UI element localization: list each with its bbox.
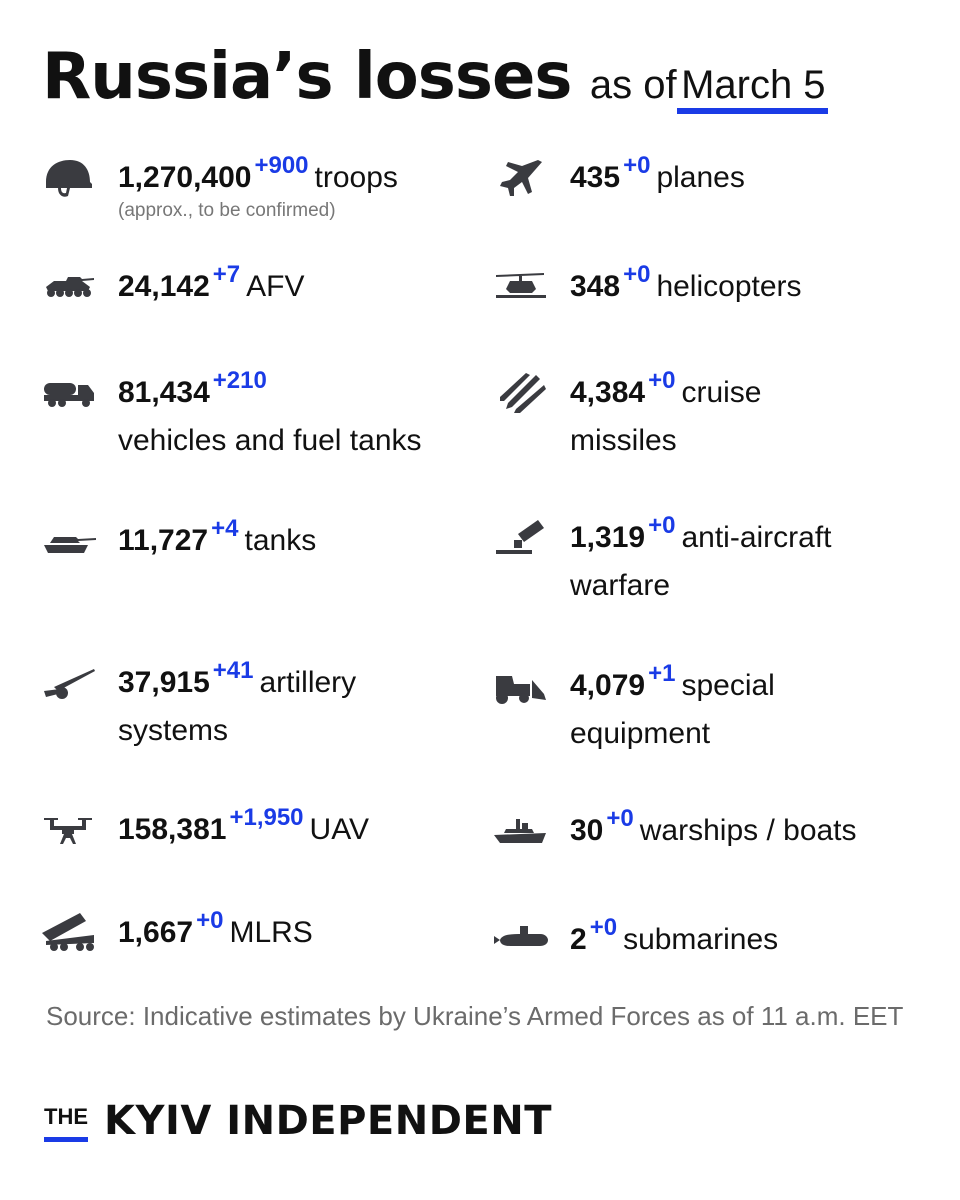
anti-aircraft-icon	[492, 516, 548, 560]
loss-item: 158,381 +1,950 UAV	[118, 804, 369, 855]
loss-label: UAV	[309, 813, 369, 846]
loss-label: helicopters	[656, 270, 802, 303]
loss-label: tanks	[244, 524, 317, 557]
loss-value: 1,667	[118, 916, 194, 949]
loss-item: 4,384 +0 cruise missiles	[570, 367, 762, 464]
loss-label-line2: equipment	[570, 717, 711, 750]
loss-item: 81,434 +210 vehicles and fuel tanks	[118, 367, 422, 464]
loss-label: troops	[314, 161, 398, 194]
loss-delta: +7	[212, 261, 241, 288]
loss-value: 24,142	[118, 270, 210, 303]
afv-icon	[40, 265, 96, 309]
loss-label-line2: warfare	[570, 569, 671, 602]
loss-item: 435 +0 planes	[570, 152, 745, 203]
loss-value: 37,915	[118, 666, 210, 699]
tank-icon	[40, 519, 96, 563]
loss-delta: +210	[212, 367, 267, 394]
loss-label: cruise	[681, 376, 762, 409]
loss-value: 1,270,400	[118, 161, 252, 194]
loss-delta: +0	[623, 152, 651, 179]
logo-name: KYIV INDEPENDENT	[104, 1098, 553, 1144]
title-as-of: as of	[589, 63, 677, 107]
loss-delta: +0	[623, 261, 651, 288]
loss-item: 24,142 +7 AFV	[118, 261, 305, 312]
loss-label-line2: vehicles and fuel tanks	[118, 424, 422, 457]
drone-icon	[40, 808, 96, 852]
loss-label: submarines	[623, 923, 779, 956]
loss-item: 4,079 +1 special equipment	[570, 660, 775, 757]
loss-label-line2: missiles	[570, 424, 677, 457]
loss-delta: +900	[254, 152, 309, 179]
loss-item: 37,915 +41 artillery systems	[118, 657, 357, 754]
loss-label: warships / boats	[639, 814, 857, 847]
loss-item: 2 +0 submarines	[570, 914, 779, 965]
loss-value: 158,381	[118, 813, 227, 846]
loss-item: 11,727 +4 tanks	[118, 515, 317, 566]
loss-delta: +4	[211, 515, 239, 542]
bulldozer-icon	[492, 664, 548, 708]
loss-label: special	[681, 669, 775, 702]
source-note: Source: Indicative estimates by Ukraine’…	[46, 1001, 904, 1031]
submarine-icon	[492, 918, 548, 962]
loss-value: 4,079	[570, 669, 646, 702]
loss-label: artillery	[259, 666, 357, 699]
loss-label: MLRS	[229, 916, 313, 949]
loss-delta: +1,950	[229, 804, 304, 831]
loss-delta: +0	[648, 512, 676, 539]
logo: THE KYIV INDEPENDENT	[44, 1098, 552, 1144]
loss-value: 1,319	[570, 521, 646, 554]
loss-label: planes	[656, 161, 745, 194]
page-title: Russia’s losses as of March 5	[42, 40, 828, 114]
loss-item: 1,270,400 +900 troops (approx., to be confi…	[118, 152, 398, 221]
mlrs-icon	[40, 911, 96, 955]
fuel-truck-icon	[40, 371, 96, 415]
loss-value: 348	[570, 270, 621, 303]
plane-icon	[492, 156, 548, 200]
loss-note: (approx., to be confirmed)	[118, 200, 336, 221]
loss-item: 30 +0 warships / boats	[570, 805, 857, 856]
loss-delta: +0	[606, 805, 634, 832]
loss-label: anti-aircraft	[681, 521, 832, 554]
loss-item: 1,667 +0 MLRS	[118, 907, 313, 958]
helmet-icon	[40, 156, 96, 200]
loss-value: 2	[570, 923, 587, 956]
loss-item: 348 +0 helicopters	[570, 261, 802, 312]
title-date: March 5	[677, 63, 828, 114]
helicopter-icon	[492, 265, 548, 309]
loss-delta: +41	[212, 657, 254, 684]
loss-value: 30	[570, 814, 604, 847]
loss-delta: +0	[196, 907, 224, 934]
loss-delta: +1	[648, 660, 676, 687]
loss-delta: +0	[589, 914, 618, 941]
loss-value: 11,727	[118, 524, 209, 557]
title-main: Russia’s losses	[42, 40, 572, 114]
missile-icon	[492, 371, 548, 415]
loss-value: 81,434	[118, 376, 210, 409]
loss-delta: +0	[648, 367, 676, 394]
loss-label: AFV	[246, 270, 305, 303]
loss-value: 435	[570, 161, 621, 194]
loss-label-line2: systems	[118, 714, 229, 747]
loss-item: 1,319 +0 anti-aircraft warfare	[570, 512, 832, 609]
artillery-icon	[40, 661, 96, 705]
warship-icon	[492, 809, 548, 853]
loss-value: 4,384	[570, 376, 646, 409]
logo-the: THE	[44, 1104, 88, 1142]
